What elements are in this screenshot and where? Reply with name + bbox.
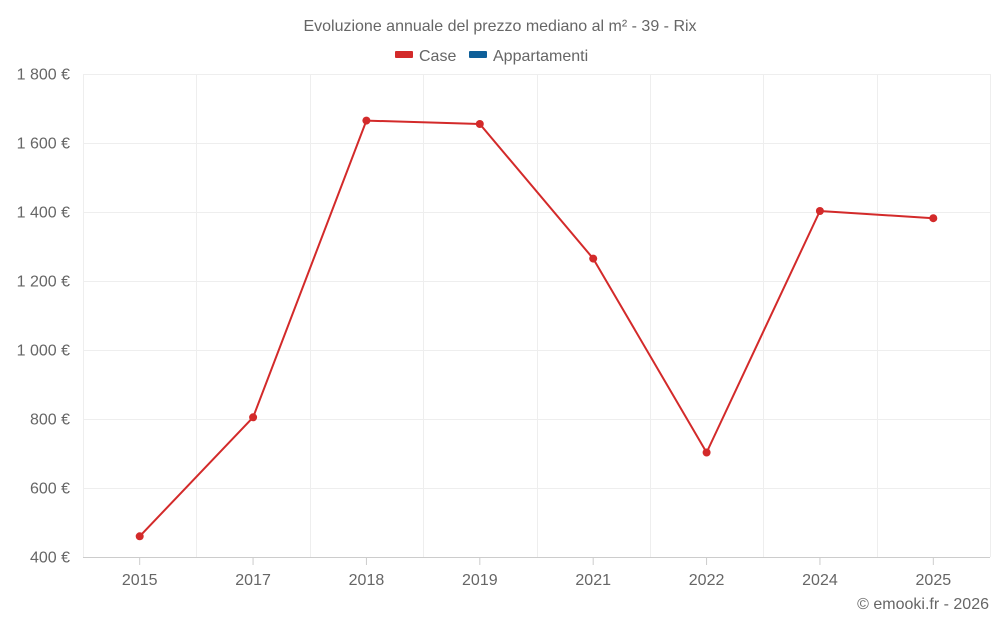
y-tick-label: 1 800 € [17, 67, 70, 84]
chart-title: Evoluzione annuale del prezzo mediano al… [303, 18, 696, 35]
x-axis-tick-labels: 2015 2017 2018 2019 2021 2022 2024 2025 [122, 557, 951, 589]
x-tick-label: 2017 [235, 572, 271, 589]
data-point-case[interactable] [929, 214, 938, 223]
legend-label-appartamenti: Appartamenti [493, 48, 588, 65]
legend-item-appartamenti[interactable]: Appartamenti [469, 48, 588, 65]
legend-swatch-case [395, 51, 413, 58]
y-tick-label: 600 € [30, 481, 70, 498]
data-point-case[interactable] [475, 120, 484, 128]
x-tick-label: 2021 [575, 572, 611, 589]
legend-swatch-appartamenti [469, 51, 487, 58]
series-line-case [138, 119, 935, 538]
data-point-case[interactable] [702, 448, 711, 457]
legend-item-case[interactable]: Case [395, 48, 456, 65]
legend-label-case: Case [419, 48, 456, 65]
y-tick-label: 1 600 € [17, 136, 70, 153]
data-point-case[interactable] [362, 116, 371, 125]
x-tick-label: 2019 [462, 572, 498, 589]
data-point-case[interactable] [249, 413, 258, 422]
y-tick-label: 1 000 € [17, 343, 70, 360]
y-axis-tick-labels: 400 € 600 € 800 € 1 000 € 1 200 € 1 400 € 1 60… [17, 67, 70, 567]
x-tick-label: 2015 [122, 572, 158, 589]
x-tick-label: 2022 [689, 572, 725, 589]
x-tick-label: 2025 [916, 572, 952, 589]
y-tick-label: 1 200 € [17, 274, 70, 291]
x-tick-label: 2024 [802, 572, 838, 589]
x-tick-label: 2018 [349, 572, 385, 589]
y-tick-label: 400 € [30, 550, 70, 567]
credit-text: © emooki.fr - 2026 [857, 596, 989, 613]
legend: Case Appartamenti [395, 48, 588, 65]
y-tick-label: 800 € [30, 412, 70, 429]
data-point-case[interactable] [815, 207, 824, 215]
data-point-case[interactable] [135, 532, 144, 541]
y-tick-label: 1 400 € [17, 205, 70, 222]
series [135, 116, 938, 541]
data-point-case[interactable] [589, 254, 598, 263]
grid [83, 74, 991, 557]
